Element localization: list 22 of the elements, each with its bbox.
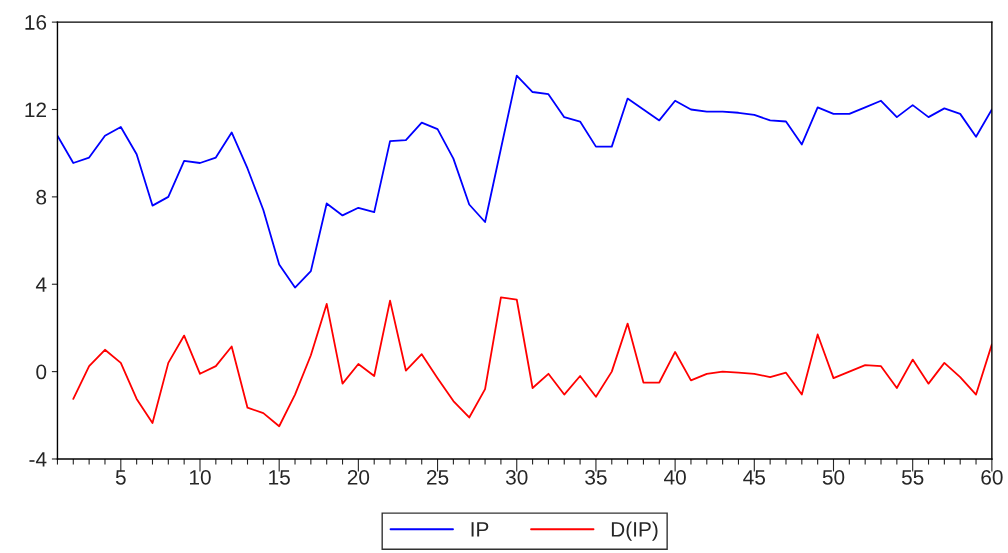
x-tick-label: 20	[347, 469, 370, 485]
legend-label: D(IP)	[611, 521, 658, 541]
x-tick-label: 25	[427, 469, 449, 485]
x-tick-label: 35	[585, 469, 607, 485]
y-tick-label: 0	[36, 364, 47, 380]
x-tick-label: 55	[901, 470, 924, 485]
x-tick-label: 10	[190, 469, 211, 485]
y-tick-label: -4	[29, 452, 47, 467]
x-tick-label: 60	[981, 469, 1003, 485]
x-tick-label: 50	[822, 469, 845, 485]
legend-label: IP	[471, 522, 489, 537]
line-series	[57, 74, 992, 289]
x-tick-label: 40	[664, 469, 686, 485]
y-tick-label: 4	[35, 277, 47, 292]
y-tick-label: 16	[25, 15, 47, 30]
y-tick-label: 8	[36, 189, 47, 205]
x-tick-label: 15	[269, 470, 290, 485]
x-tick-label: 45	[743, 470, 766, 485]
y-tick-label: 12	[25, 102, 46, 118]
x-tick-label: 5	[115, 470, 126, 485]
line-series	[72, 296, 992, 428]
x-tick-label: 30	[505, 469, 528, 485]
